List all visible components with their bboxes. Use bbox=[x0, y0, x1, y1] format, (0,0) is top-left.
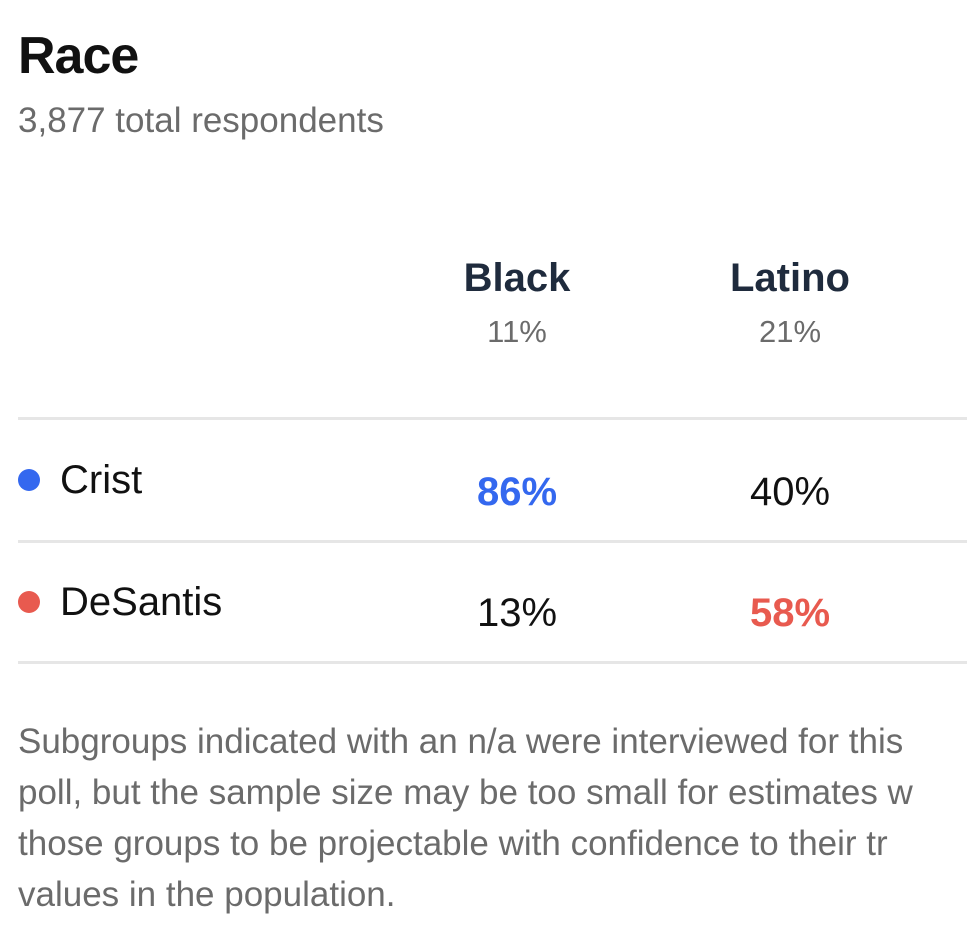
column-header-latino: Latino 21% bbox=[690, 258, 890, 347]
column-name: Latino bbox=[730, 256, 850, 300]
table-divider bbox=[18, 661, 967, 664]
respondents-count: 3,877 total respondents bbox=[18, 101, 384, 140]
column-share: 11% bbox=[487, 314, 547, 349]
cell-desantis-black: 13% bbox=[476, 591, 558, 635]
table-divider bbox=[18, 540, 967, 543]
page-title: Race bbox=[18, 27, 139, 85]
column-header-black: Black 11% bbox=[417, 258, 617, 347]
row-label-desantis: DeSantis bbox=[18, 582, 222, 622]
column-share: 21% bbox=[758, 314, 822, 349]
column-name: Black bbox=[463, 256, 571, 300]
cell-crist-latino: 40% bbox=[749, 470, 831, 514]
candidate-name: Crist bbox=[60, 458, 143, 502]
crist-color-dot bbox=[18, 469, 40, 491]
table-divider bbox=[18, 417, 967, 420]
cell-desantis-latino: 58% bbox=[749, 591, 831, 635]
candidate-name: DeSantis bbox=[60, 580, 223, 624]
desantis-color-dot bbox=[18, 591, 40, 613]
methodology-note: Subgroups indicated with an n/a were int… bbox=[18, 722, 913, 914]
cell-crist-black: 86% bbox=[476, 470, 558, 514]
row-label-crist: Crist bbox=[18, 460, 142, 500]
